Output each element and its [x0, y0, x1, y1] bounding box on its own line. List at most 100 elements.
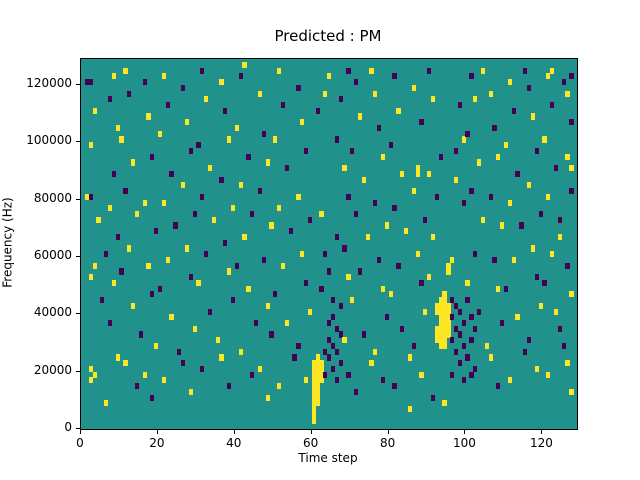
heatmap-cell [461, 320, 466, 327]
heatmap-cell [565, 90, 570, 97]
heatmap-cell [411, 188, 416, 195]
heatmap-cell [219, 176, 224, 183]
heatmap-cell [515, 170, 520, 177]
heatmap-cell [453, 176, 459, 183]
heatmap-cell [296, 193, 301, 200]
heatmap-cell [569, 388, 574, 395]
y-tick-mark [76, 83, 80, 85]
heatmap-cell [569, 119, 574, 126]
heatmap-cell [553, 308, 559, 315]
heatmap-cell [223, 239, 228, 246]
heatmap-cell [265, 394, 270, 401]
y-tick-label: 120000 [26, 75, 72, 90]
heatmap-cell [450, 297, 455, 304]
heatmap-cell [353, 79, 359, 86]
heatmap-cell [392, 73, 397, 80]
heatmap-cell [538, 302, 543, 309]
heatmap-cell [146, 113, 151, 120]
heatmap-cell [446, 314, 451, 321]
heatmap-cell [442, 325, 447, 332]
heatmap-cell [230, 205, 236, 212]
heatmap-cell [346, 193, 351, 200]
heatmap-cell [392, 205, 397, 212]
x-tick-label: 100 [453, 436, 476, 450]
heatmap-cell [334, 348, 339, 355]
heatmap-cell [411, 342, 416, 350]
heatmap-cell [284, 165, 290, 172]
heatmap-cell [457, 331, 463, 338]
heatmap-cell [557, 233, 562, 241]
heatmap-cell [330, 314, 336, 321]
heatmap-cell [384, 222, 389, 229]
heatmap-cell [238, 348, 243, 355]
heatmap-cell [157, 285, 163, 292]
heatmap-cell [273, 136, 278, 143]
heatmap-cell [180, 182, 186, 189]
heatmap-cell [380, 377, 386, 384]
heatmap-cell [311, 411, 316, 418]
heatmap-cell [311, 388, 316, 395]
heatmap-cell [165, 102, 170, 109]
heatmap-cell [415, 251, 420, 258]
heatmap-cell [550, 251, 555, 258]
heatmap-cell [319, 211, 324, 218]
heatmap-cell [315, 400, 320, 407]
heatmap-cell [150, 291, 155, 298]
heatmap-cell [315, 394, 320, 401]
heatmap-cell [342, 337, 347, 344]
heatmap-cell [300, 251, 305, 258]
x-tick-mark [233, 430, 235, 434]
heatmap-cell [550, 102, 555, 109]
heatmap-cell [319, 360, 324, 367]
heatmap-cell [173, 222, 178, 229]
heatmap-cell [280, 102, 286, 109]
heatmap-cell [438, 337, 443, 344]
heatmap-cell [180, 360, 186, 367]
heatmap-cell [127, 245, 132, 252]
heatmap-cell [115, 354, 120, 361]
heatmap-cell [123, 360, 128, 367]
heatmap-cell [373, 199, 378, 206]
heatmap-cell [542, 279, 547, 286]
heatmap-cell [169, 314, 174, 321]
heatmap-cell [419, 119, 424, 126]
heatmap-cell [373, 90, 378, 97]
heatmap-cell [184, 119, 190, 126]
heatmap-cell [92, 262, 97, 269]
heatmap-cell [134, 211, 140, 218]
heatmap-cell [438, 314, 443, 321]
heatmap-cell [111, 73, 116, 80]
y-tick-mark [76, 141, 80, 143]
heatmap-cell [130, 159, 136, 166]
heatmap-cell [223, 107, 228, 114]
y-tick-label: 80000 [33, 190, 72, 205]
heatmap-cell [473, 251, 478, 258]
x-tick-mark [387, 430, 389, 434]
heatmap-cell [261, 130, 266, 137]
heatmap-cell [538, 211, 543, 218]
heatmap-cell [434, 337, 439, 344]
heatmap-cell [257, 90, 263, 97]
chart-title: Predicted : PM [274, 27, 382, 45]
heatmap-cell [346, 371, 351, 378]
heatmap-cell [238, 182, 243, 189]
heatmap-cell [530, 113, 536, 120]
heatmap-cell [438, 342, 443, 350]
heatmap-cell [569, 165, 574, 172]
heatmap-cell [157, 130, 163, 137]
heatmap-cell [461, 199, 466, 206]
heatmap-cell [419, 279, 424, 286]
heatmap-cell [304, 147, 309, 155]
heatmap-cell [338, 360, 343, 367]
heatmap-cell [334, 325, 339, 332]
heatmap-cell [84, 193, 90, 200]
heatmap-cell [315, 107, 320, 114]
heatmap-cell [200, 365, 205, 373]
heatmap-cell [550, 67, 555, 74]
heatmap-cell [438, 302, 443, 309]
heatmap-cell [477, 308, 482, 315]
heatmap-cell [100, 297, 105, 304]
heatmap-cell [111, 279, 116, 286]
heatmap-cell [307, 308, 313, 315]
